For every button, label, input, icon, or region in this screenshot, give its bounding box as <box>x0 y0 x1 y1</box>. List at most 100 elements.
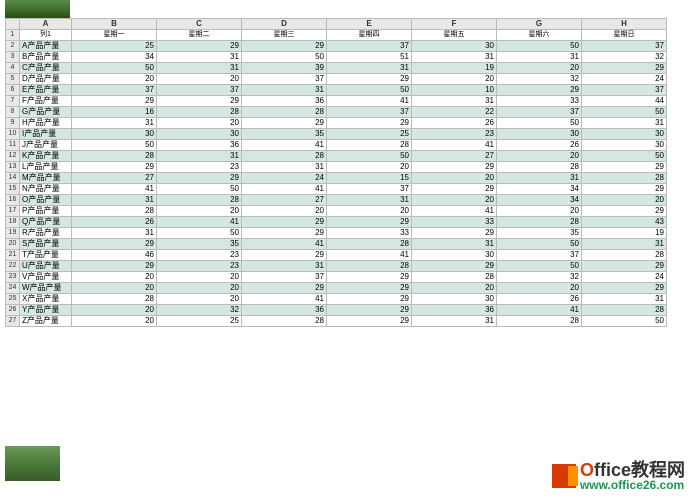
data-cell[interactable]: 26 <box>497 140 582 151</box>
data-cell[interactable]: 31 <box>497 173 582 184</box>
data-cell[interactable]: 25 <box>157 316 242 327</box>
data-cell[interactable]: 20 <box>412 283 497 294</box>
data-cell[interactable]: 30 <box>412 294 497 305</box>
data-cell[interactable]: 19 <box>412 63 497 74</box>
data-cell[interactable]: 31 <box>72 228 157 239</box>
data-cell[interactable]: 30 <box>582 140 667 151</box>
data-cell[interactable]: 44 <box>582 96 667 107</box>
data-cell[interactable]: 36 <box>242 305 327 316</box>
data-cell[interactable]: 31 <box>242 85 327 96</box>
data-cell[interactable]: 26 <box>412 118 497 129</box>
data-cell[interactable]: 31 <box>157 52 242 63</box>
data-cell[interactable]: 29 <box>242 118 327 129</box>
data-cell[interactable]: X产品产量 <box>20 294 72 305</box>
data-cell[interactable]: 29 <box>412 184 497 195</box>
data-cell[interactable]: 28 <box>582 305 667 316</box>
data-cell[interactable]: 41 <box>242 140 327 151</box>
header-cell[interactable]: 星期六 <box>497 30 582 41</box>
data-cell[interactable]: 29 <box>157 41 242 52</box>
data-cell[interactable]: 28 <box>157 195 242 206</box>
data-cell[interactable]: 29 <box>72 96 157 107</box>
data-cell[interactable]: Y产品产量 <box>20 305 72 316</box>
data-cell[interactable]: 31 <box>157 151 242 162</box>
data-cell[interactable]: 29 <box>157 96 242 107</box>
data-cell[interactable]: 20 <box>72 272 157 283</box>
data-cell[interactable]: 29 <box>327 305 412 316</box>
data-cell[interactable]: 30 <box>72 129 157 140</box>
data-cell[interactable]: 26 <box>72 217 157 228</box>
data-cell[interactable]: 22 <box>412 107 497 118</box>
row-number[interactable]: 17 <box>6 206 20 217</box>
data-cell[interactable]: 33 <box>412 217 497 228</box>
header-cell[interactable]: 星期三 <box>242 30 327 41</box>
data-cell[interactable]: 36 <box>412 305 497 316</box>
data-cell[interactable]: 29 <box>582 261 667 272</box>
data-cell[interactable]: N产品产量 <box>20 184 72 195</box>
col-header-F[interactable]: F <box>412 19 497 30</box>
row-number[interactable]: 21 <box>6 250 20 261</box>
row-number[interactable]: 5 <box>6 74 20 85</box>
header-cell[interactable]: 星期四 <box>327 30 412 41</box>
row-number[interactable]: 10 <box>6 129 20 140</box>
data-cell[interactable]: C产品产量 <box>20 63 72 74</box>
data-cell[interactable]: U产品产量 <box>20 261 72 272</box>
data-cell[interactable]: 33 <box>327 228 412 239</box>
data-cell[interactable]: 39 <box>242 63 327 74</box>
data-cell[interactable]: 28 <box>327 261 412 272</box>
data-cell[interactable]: 29 <box>582 184 667 195</box>
data-cell[interactable]: H产品产量 <box>20 118 72 129</box>
data-cell[interactable]: 31 <box>582 294 667 305</box>
data-cell[interactable]: 35 <box>497 228 582 239</box>
data-cell[interactable]: 35 <box>242 129 327 140</box>
data-cell[interactable]: 24 <box>582 272 667 283</box>
data-cell[interactable]: 37 <box>157 85 242 96</box>
data-cell[interactable]: 28 <box>72 151 157 162</box>
data-cell[interactable]: 50 <box>327 151 412 162</box>
data-cell[interactable]: 35 <box>157 239 242 250</box>
data-cell[interactable]: 41 <box>412 206 497 217</box>
row-number[interactable]: 3 <box>6 52 20 63</box>
data-cell[interactable]: 23 <box>157 162 242 173</box>
row-number[interactable]: 12 <box>6 151 20 162</box>
data-cell[interactable]: 50 <box>582 316 667 327</box>
data-cell[interactable]: 28 <box>242 107 327 118</box>
data-cell[interactable]: 28 <box>497 162 582 173</box>
data-cell[interactable]: 41 <box>412 140 497 151</box>
data-cell[interactable]: 43 <box>582 217 667 228</box>
data-cell[interactable]: 29 <box>582 162 667 173</box>
data-cell[interactable]: 28 <box>497 217 582 228</box>
data-cell[interactable]: 28 <box>72 206 157 217</box>
data-cell[interactable]: O产品产量 <box>20 195 72 206</box>
data-cell[interactable]: 31 <box>157 63 242 74</box>
data-cell[interactable]: 29 <box>582 63 667 74</box>
data-cell[interactable]: 28 <box>242 316 327 327</box>
data-cell[interactable]: I产品产量 <box>20 129 72 140</box>
data-cell[interactable]: 20 <box>72 305 157 316</box>
data-cell[interactable]: 27 <box>412 151 497 162</box>
row-number[interactable]: 24 <box>6 283 20 294</box>
data-cell[interactable]: 50 <box>72 140 157 151</box>
data-cell[interactable]: 41 <box>497 305 582 316</box>
data-cell[interactable]: B产品产量 <box>20 52 72 63</box>
data-cell[interactable]: 31 <box>582 239 667 250</box>
header-cell[interactable]: 星期二 <box>157 30 242 41</box>
row-number[interactable]: 14 <box>6 173 20 184</box>
data-cell[interactable]: 19 <box>582 228 667 239</box>
data-cell[interactable]: 29 <box>242 217 327 228</box>
data-cell[interactable]: 24 <box>242 173 327 184</box>
data-cell[interactable]: 20 <box>72 74 157 85</box>
data-cell[interactable]: 30 <box>412 250 497 261</box>
data-cell[interactable]: 28 <box>72 294 157 305</box>
data-cell[interactable]: 37 <box>327 107 412 118</box>
corner-cell[interactable] <box>6 19 20 30</box>
data-cell[interactable]: 28 <box>242 151 327 162</box>
data-cell[interactable]: 20 <box>582 195 667 206</box>
data-cell[interactable]: 20 <box>327 162 412 173</box>
col-header-B[interactable]: B <box>72 19 157 30</box>
data-cell[interactable]: 34 <box>72 52 157 63</box>
data-cell[interactable]: 28 <box>157 107 242 118</box>
data-cell[interactable]: 37 <box>242 272 327 283</box>
data-cell[interactable]: 20 <box>497 283 582 294</box>
data-cell[interactable]: 20 <box>157 118 242 129</box>
data-cell[interactable]: 31 <box>327 195 412 206</box>
